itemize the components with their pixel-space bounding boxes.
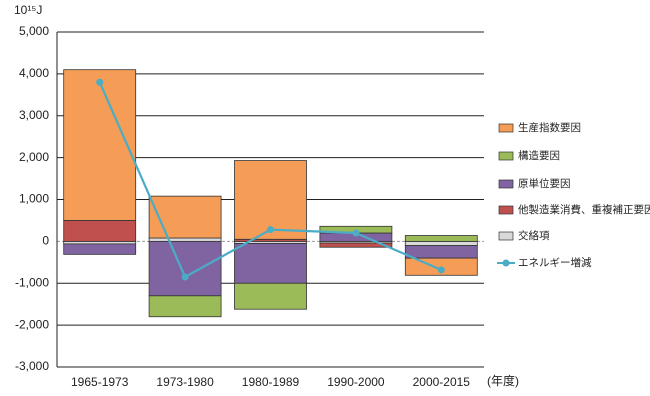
bar-segment — [148, 240, 222, 297]
legend-label: 原単位要因 — [518, 177, 571, 190]
legend-label: 構造要因 — [518, 149, 560, 162]
x-tick-label: 1990-2000 — [327, 375, 385, 389]
line-point — [437, 266, 445, 274]
y-tick-label: 2,000 — [19, 150, 49, 164]
legend-label: 他製造業消費、重複補正要因 — [518, 203, 650, 216]
y-tick-label: -2,000 — [15, 317, 49, 331]
x-tick-label: 1965-1973 — [71, 375, 129, 389]
legend-swatch — [498, 231, 514, 241]
y-tick-label: 5,000 — [19, 24, 49, 38]
legend-swatch — [498, 151, 514, 161]
x-tick-label: 2000-2015 — [413, 375, 471, 389]
bar-segment — [148, 295, 222, 318]
bar-segment — [234, 243, 307, 284]
legend-label: 生産指数要因 — [518, 121, 581, 134]
legend-swatch — [498, 205, 514, 215]
bar-segment — [404, 245, 478, 259]
line-point — [181, 273, 189, 281]
legend-label: エネルギー増減 — [518, 256, 592, 269]
legend-swatch — [498, 179, 514, 189]
bar-segment — [63, 243, 137, 255]
bar-segment — [234, 282, 307, 310]
bar-segment — [404, 240, 478, 246]
bar-segment — [63, 220, 137, 242]
bar-segment — [319, 242, 393, 248]
legend-swatch — [498, 123, 514, 133]
bar-segment — [404, 235, 478, 242]
x-axis-label: (年度) — [487, 373, 519, 388]
x-tick-label: 1980-1989 — [242, 375, 300, 389]
line-point — [267, 226, 274, 234]
bar-segment — [63, 69, 137, 221]
y-tick-label: 4,000 — [19, 66, 49, 80]
x-tick-label: 1973-1980 — [156, 375, 214, 389]
y-tick-label: -3,000 — [15, 359, 49, 373]
legend-marker — [502, 259, 510, 267]
y-tick-label: 0 — [42, 234, 49, 248]
y-tick-label: 1,000 — [19, 192, 49, 206]
line-point — [352, 229, 360, 237]
y-tick-label: -1,000 — [15, 275, 49, 289]
legend-label: 交絡項 — [518, 229, 550, 242]
line-point — [96, 78, 104, 86]
unit-label: 10¹⁵J — [14, 3, 42, 17]
bar-segment — [148, 237, 222, 242]
bar-segment — [148, 195, 222, 239]
y-tick-label: 3,000 — [19, 108, 49, 122]
